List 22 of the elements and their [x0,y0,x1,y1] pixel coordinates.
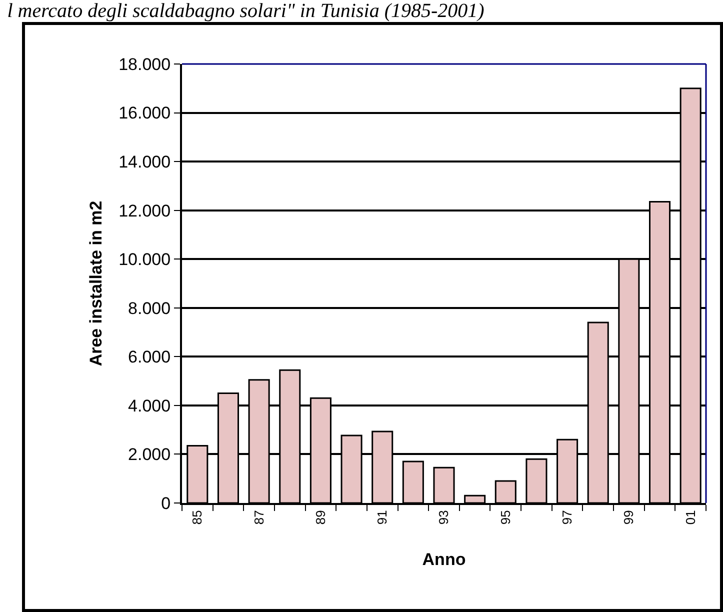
y-tick-label: 8.000 [128,298,171,318]
x-tick-label: 99 [621,510,636,525]
y-tick-label: 2.000 [128,445,171,464]
y-tick-label: 10.000 [118,250,171,270]
y-tick-label: 14.000 [118,152,171,172]
y-axis-title: Aree installate in m2 [86,200,106,366]
x-tick-label: 89 [312,510,328,525]
y-tick-label: 4.000 [128,396,171,416]
x-tick-label: 87 [251,510,266,525]
y-tick-label: 18.000 [118,54,171,74]
y-tick-label: 16.000 [118,104,171,123]
x-tick-label: 93 [436,510,452,525]
x-tick-label: 97 [560,510,575,525]
x-tick-label: 95 [498,510,513,525]
y-tick-label: 0 [161,494,171,513]
x-axis-title: Anno [422,550,466,569]
chart-title: l mercato degli scaldabagno solari" in Tunisia (1985-2001) [7,0,485,22]
y-tick-label: 12.000 [118,201,171,220]
x-tick-label: 01 [682,510,698,525]
x-tick-label: 91 [374,510,390,525]
x-tick-label: 85 [190,510,205,525]
y-tick-label: 6.000 [128,348,171,367]
